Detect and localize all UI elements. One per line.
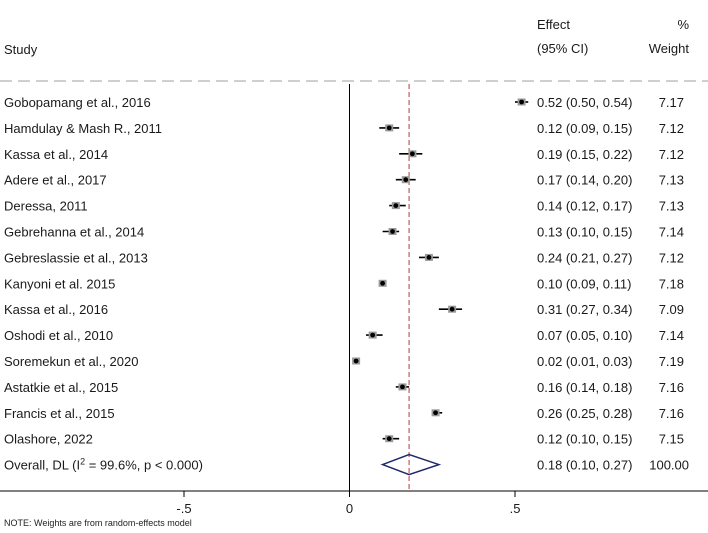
study-effect-ci: 0.07 (0.05, 0.10): [537, 328, 632, 343]
study-weight: 7.12: [659, 147, 684, 162]
header-weight-symbol: %: [677, 17, 689, 32]
study-effect-ci: 0.17 (0.14, 0.20): [537, 173, 632, 188]
study-label: Soremekun et al., 2020: [4, 354, 138, 369]
header-effect: Effect: [537, 17, 570, 32]
study-point: [409, 151, 415, 157]
x-tick-label: 0: [346, 501, 353, 516]
study-point: [433, 410, 438, 416]
overall-effect-ci: 0.18 (0.10, 0.27): [537, 458, 632, 473]
study-weight: 7.16: [659, 380, 684, 395]
study-point: [393, 203, 399, 209]
study-label: Gobopamang et al., 2016: [4, 95, 151, 110]
weights-note: NOTE: Weights are from random-effects mo…: [4, 518, 192, 528]
study-label: Gebreslassie et al., 2013: [4, 250, 148, 265]
study-effect-ci: 0.24 (0.21, 0.27): [537, 250, 632, 265]
study-point: [449, 306, 455, 312]
study-rows: Gobopamang et al., 2016 0.52 (0.50, 0.54)…: [4, 95, 689, 473]
study-point: [380, 280, 385, 286]
study-effect-ci: 0.13 (0.10, 0.15): [537, 225, 632, 240]
study-weight: 7.19: [659, 354, 684, 369]
study-point: [370, 332, 376, 338]
study-label: Olashore, 2022: [4, 432, 93, 447]
study-label: Deressa, 2011: [4, 199, 88, 214]
study-weight: 7.18: [659, 276, 684, 291]
overall-weight: 100.00: [649, 458, 689, 473]
overall-diamond: [380, 453, 442, 476]
study-label: Kassa et al., 2016: [4, 302, 108, 317]
study-effect-ci: 0.52 (0.50, 0.54): [537, 95, 632, 110]
study-point: [386, 125, 392, 131]
study-effect-ci: 0.14 (0.12, 0.17): [537, 199, 632, 214]
study-effect-ci: 0.12 (0.09, 0.15): [537, 121, 632, 136]
plot-marks: [349, 84, 529, 491]
study-weight: 7.15: [659, 432, 684, 447]
study-point: [353, 358, 359, 364]
header-ci: (95% CI): [537, 41, 588, 56]
study-weight: 7.12: [659, 121, 684, 136]
study-label: Hamdulay & Mash R., 2011: [4, 121, 162, 136]
study-weight: 7.13: [659, 173, 684, 188]
study-weight: 7.14: [659, 328, 684, 343]
study-effect-ci: 0.10 (0.09, 0.11): [537, 276, 631, 291]
study-point: [400, 384, 405, 390]
study-point: [403, 177, 409, 183]
study-effect-ci: 0.26 (0.25, 0.28): [537, 406, 632, 421]
study-label: Oshodi et al., 2010: [4, 328, 113, 343]
study-label: Francis et al., 2015: [4, 406, 115, 421]
x-axis-ticks: -.5 0 .5: [176, 491, 520, 516]
header-weight: Weight: [649, 41, 690, 56]
study-point: [519, 99, 525, 105]
study-weight: 7.17: [659, 95, 684, 110]
study-label: Kassa et al., 2014: [4, 147, 108, 162]
study-weight: 7.13: [659, 199, 684, 214]
overall-label: Overall, DL (I2 = 99.6%, p < 0.000): [4, 457, 203, 473]
study-weight: 7.09: [659, 302, 684, 317]
study-label: Adere et al., 2017: [4, 173, 107, 188]
study-label: Gebrehanna et al., 2014: [4, 225, 144, 240]
x-tick-label: -.5: [176, 501, 191, 516]
header-study: Study: [4, 42, 38, 57]
study-point: [390, 229, 395, 234]
study-label: Kanyoni et al. 2015: [4, 276, 115, 291]
study-weight: 7.12: [659, 250, 684, 265]
study-effect-ci: 0.31 (0.27, 0.34): [537, 302, 632, 317]
study-effect-ci: 0.19 (0.15, 0.22): [537, 147, 632, 162]
x-tick-label: .5: [510, 501, 521, 516]
study-effect-ci: 0.12 (0.10, 0.15): [537, 432, 632, 447]
study-weight: 7.16: [659, 406, 684, 421]
study-point: [386, 436, 392, 442]
study-label: Astatkie et al., 2015: [4, 380, 118, 395]
study-point: [426, 255, 432, 260]
study-effect-ci: 0.02 (0.01, 0.03): [537, 354, 632, 369]
study-weight: 7.14: [659, 225, 684, 240]
study-effect-ci: 0.16 (0.14, 0.18): [537, 380, 632, 395]
